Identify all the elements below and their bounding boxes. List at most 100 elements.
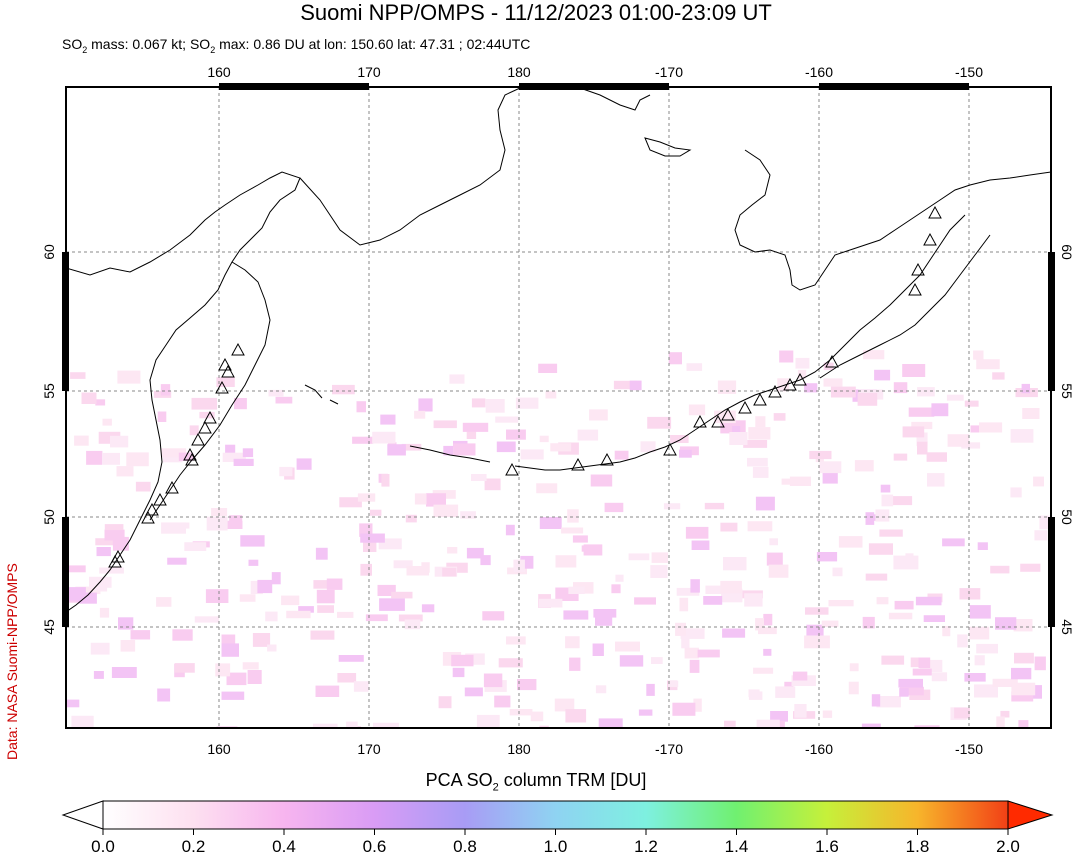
- so2-pixel: [898, 678, 923, 688]
- volcano-triangle-icon: [738, 400, 752, 414]
- so2-pixel: [1011, 691, 1034, 702]
- lat-label-right: 50: [1059, 509, 1072, 525]
- so2-pixel: [805, 607, 829, 615]
- so2-pixel: [927, 473, 945, 487]
- volcano-triangle-icon: [753, 392, 767, 406]
- so2-pixel: [296, 458, 312, 470]
- volcano-triangle-icon: [218, 357, 232, 371]
- so2-pixel: [498, 658, 523, 668]
- so2-pixel: [828, 600, 854, 607]
- so2-pixel: [286, 610, 311, 619]
- so2-pixel: [257, 579, 273, 594]
- lon-label-bottom: 170: [357, 741, 381, 757]
- so2-pixel: [995, 617, 1017, 630]
- so2-pixel: [561, 527, 584, 534]
- so2-pixel: [784, 681, 794, 690]
- frame-scale-bars: [62, 83, 1055, 627]
- so2-pixel: [380, 414, 396, 425]
- so2-pixel: [267, 644, 277, 652]
- so2-pixel: [460, 511, 476, 519]
- so2-pixel: [680, 628, 705, 639]
- so2-pixel: [996, 716, 1005, 728]
- so2-pixel: [530, 711, 544, 722]
- volcano-triangle-icon: [663, 442, 677, 456]
- so2-pixel: [421, 604, 435, 613]
- volcano-triangle-icon: [215, 380, 229, 394]
- so2-pixel: [406, 566, 429, 576]
- volcano-triangle-icon: [231, 342, 245, 356]
- so2-pixel: [731, 588, 743, 603]
- so2-pixel: [332, 384, 355, 395]
- so2-pixel: [893, 555, 919, 570]
- colorbar: [102, 800, 1009, 830]
- so2-pixel: [959, 588, 981, 600]
- so2-pixel: [755, 496, 775, 511]
- so2-pixel: [372, 431, 396, 444]
- so2-pixel: [768, 564, 789, 578]
- colorbar-tick-label: 0.0: [91, 837, 115, 855]
- so2-pixel: [242, 448, 254, 458]
- so2-pixel: [854, 460, 874, 472]
- so2-pixel: [96, 547, 111, 557]
- so2-pixel: [902, 364, 926, 377]
- map-subtitle: SO2 mass: 0.067 kt; SO2 max: 0.86 DU at …: [62, 36, 531, 55]
- so2-pixel: [747, 457, 768, 467]
- volcano-triangle-icon: [825, 354, 839, 368]
- so2-pixel: [567, 509, 579, 523]
- so2-pixel: [651, 657, 663, 664]
- so2-pixel: [1021, 383, 1030, 394]
- so2-pixel: [317, 605, 334, 613]
- map-title: Suomi NPP/OMPS - 11/12/2023 01:00-23:09 …: [300, 0, 772, 25]
- colorbar-tick-labels: 0.0 0.2 0.4 0.6 0.8 1.0 1.2 1.4 1.6 1.8 …: [91, 837, 1020, 855]
- so2-pixel: [634, 597, 656, 605]
- so2-pixel: [93, 671, 104, 679]
- volcano-triangle-icon: [191, 432, 205, 446]
- colorbar-tick-label: 1.6: [815, 837, 839, 855]
- so2-pixel: [99, 607, 110, 618]
- lon-label-top: -160: [805, 64, 833, 80]
- so2-pixel: [515, 397, 539, 409]
- lon-label-top: -150: [955, 64, 983, 80]
- so2-pixel: [942, 626, 951, 637]
- so2-pixel: [1034, 530, 1048, 541]
- so2-pixel: [1022, 408, 1040, 419]
- so2-pixel: [1000, 710, 1010, 718]
- so2-pixel: [791, 675, 816, 686]
- so2-pixel: [111, 667, 137, 678]
- so2-pixel: [880, 484, 891, 493]
- volcano-triangle-icon: [183, 447, 197, 461]
- so2-pixel: [604, 502, 624, 513]
- colorbar-tick-label: 0.4: [272, 837, 296, 855]
- volcano-triangle-icon: [198, 420, 212, 434]
- so2-pixel: [969, 626, 990, 640]
- so2-pixel: [513, 559, 525, 573]
- so2-pixel: [1014, 652, 1034, 664]
- graticule: [66, 87, 1051, 728]
- so2-pixel: [973, 350, 984, 360]
- coastlines: [66, 87, 1051, 613]
- so2-pixel: [157, 411, 167, 422]
- so2-pixel: [592, 643, 604, 656]
- lat-label-right: 60: [1059, 244, 1072, 260]
- lat-label-right: 45: [1059, 619, 1072, 635]
- so2-pixel: [911, 421, 933, 430]
- volcano-triangle-icon: [505, 462, 519, 476]
- so2-pixel: [405, 514, 417, 523]
- volcano-triangle-icon: [571, 457, 585, 471]
- so2-pixel: [118, 617, 134, 630]
- kamchatka-east-coast: [149, 261, 271, 521]
- so2-pixel: [747, 521, 773, 532]
- so2-pixel: [876, 597, 889, 605]
- so2-pixel: [99, 567, 124, 574]
- so2-pixel: [690, 579, 700, 593]
- so2-pixel: [70, 372, 86, 379]
- so2-pixel: [167, 557, 187, 565]
- so2-pixel: [744, 593, 763, 607]
- aleutian-islands: [514, 429, 696, 471]
- so2-pixel: [554, 698, 575, 712]
- so2-pixel: [550, 443, 572, 452]
- so2-pixel: [509, 709, 533, 716]
- so2-pixel: [404, 619, 421, 630]
- lon-label-top: 160: [207, 64, 231, 80]
- volcano-triangle-icon: [221, 364, 235, 378]
